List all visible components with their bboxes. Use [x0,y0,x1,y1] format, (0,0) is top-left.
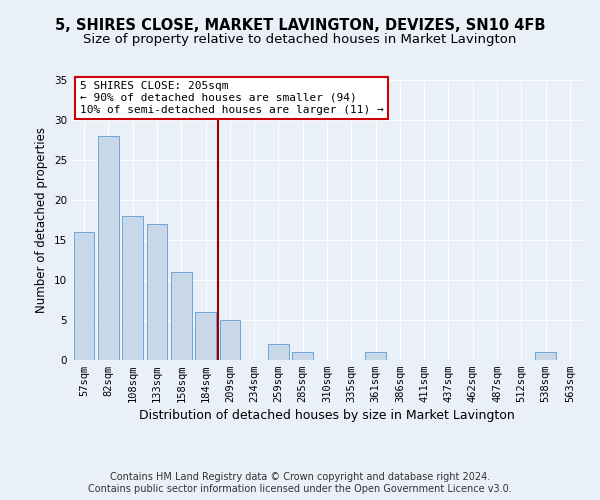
Text: 5 SHIRES CLOSE: 205sqm
← 90% of detached houses are smaller (94)
10% of semi-det: 5 SHIRES CLOSE: 205sqm ← 90% of detached… [80,82,383,114]
Bar [292,352,313,360]
Bar [122,216,143,360]
Text: Contains HM Land Registry data © Crown copyright and database right 2024.: Contains HM Land Registry data © Crown c… [110,472,490,482]
Bar [268,344,289,360]
Text: 5, SHIRES CLOSE, MARKET LAVINGTON, DEVIZES, SN10 4FB: 5, SHIRES CLOSE, MARKET LAVINGTON, DEVIZ… [55,18,545,32]
Bar [98,136,119,360]
Bar [195,312,216,360]
Text: Size of property relative to detached houses in Market Lavington: Size of property relative to detached ho… [83,32,517,46]
Y-axis label: Number of detached properties: Number of detached properties [35,127,49,313]
Text: Contains public sector information licensed under the Open Government Licence v3: Contains public sector information licen… [88,484,512,494]
Bar [365,352,386,360]
Bar [146,224,167,360]
X-axis label: Distribution of detached houses by size in Market Lavington: Distribution of detached houses by size … [139,410,515,422]
Bar [220,320,240,360]
Bar [535,352,556,360]
Bar [171,272,191,360]
Bar [74,232,94,360]
